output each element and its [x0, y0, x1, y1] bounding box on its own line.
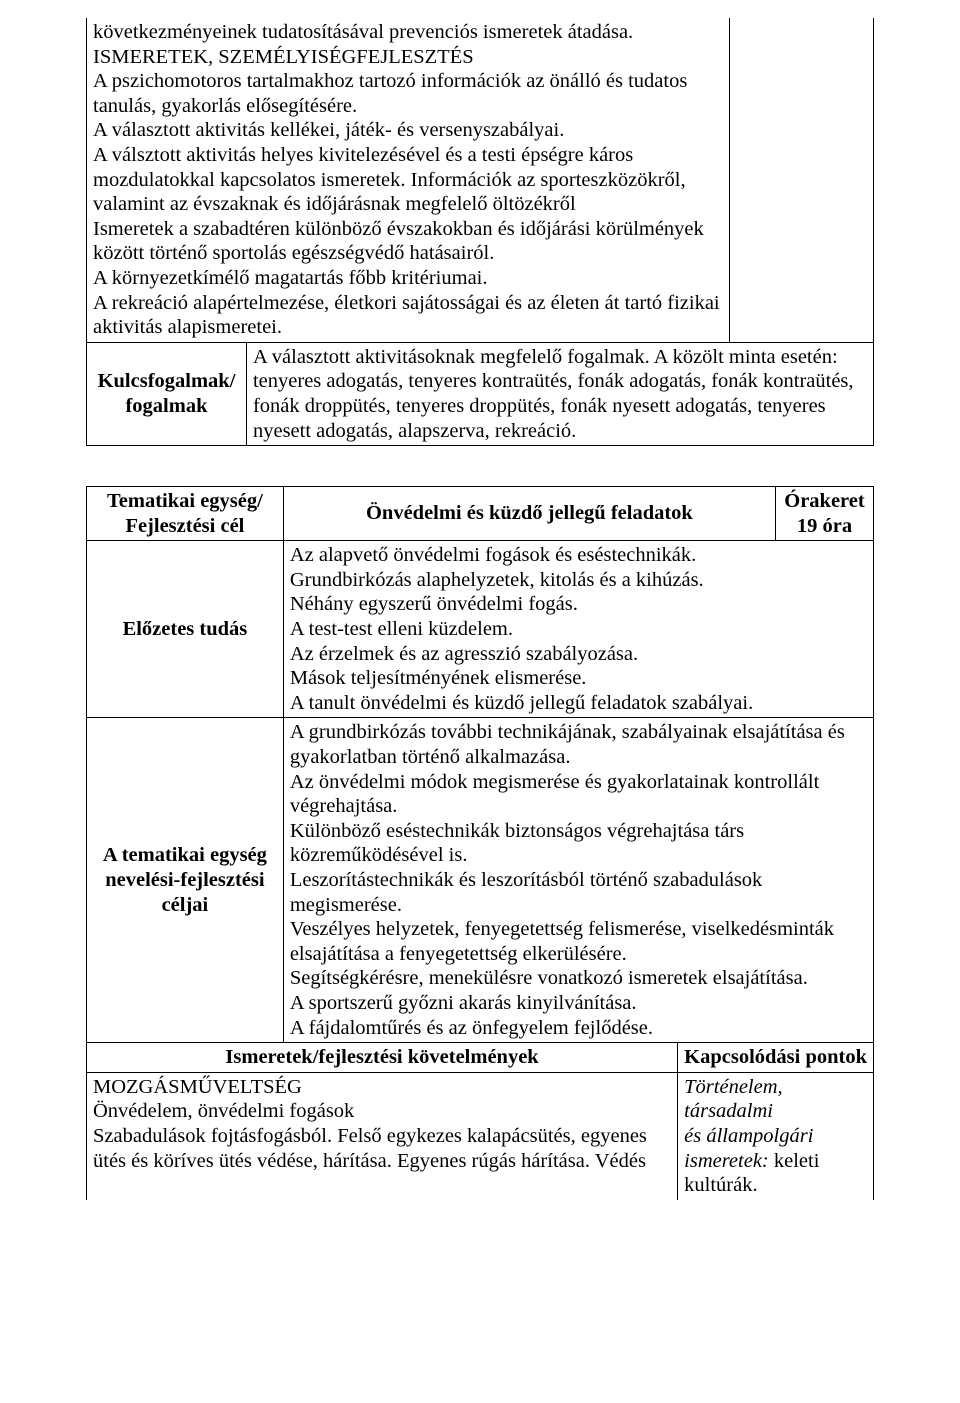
text: Különböző eséstechnikák biztonságos végr… — [290, 819, 867, 868]
text: Leszorítástechnikák és leszorításból tör… — [290, 868, 867, 917]
text: A pszichomotoros tartalmakhoz tartozó in… — [93, 69, 723, 118]
t2-r2-c1: Előzetes tudás — [87, 541, 284, 718]
table1-kulcsfogalmak-content: A választott aktivitásoknak megfelelő fo… — [246, 342, 873, 445]
t2-r4-c2: Kapcsolódási pontok — [678, 1043, 874, 1073]
text: kultúrák. — [684, 1173, 867, 1198]
text: következményeinek tudatosításával preven… — [93, 20, 723, 45]
text: Segítségkérésre, menekülésre vonatkozó i… — [290, 966, 867, 991]
t2-r5-c1: MOZGÁSMŰVELTSÉG Önvédelem, önvédelmi fog… — [87, 1072, 678, 1199]
text: A rekreáció alapértelmezése, életkori sa… — [93, 291, 723, 340]
text: Tematikai egység/ — [93, 489, 277, 514]
text-italic: ismeretek: — [684, 1150, 769, 1172]
text: Órakeret — [782, 489, 867, 514]
text: Kulcsfogalmak/ — [93, 369, 240, 394]
text: A test-test elleni küzdelem. — [290, 617, 867, 642]
text: A sportszerű győzni akarás kinyilvánítás… — [290, 991, 867, 1016]
text: MOZGÁSMŰVELTSÉG — [93, 1075, 671, 1100]
text: Az alapvető önvédelmi fogások és eséstec… — [290, 543, 867, 568]
text: Grundbirkózás alaphelyzetek, kitolás és … — [290, 568, 867, 593]
text: A válsztott aktivitás helyes kivitelezés… — [93, 143, 723, 217]
t2-r3-c1: A tematikai egység nevelési-fejlesztési … — [87, 718, 284, 1043]
t2-r5-c2: Történelem, társadalmi és állampolgári i… — [678, 1072, 874, 1199]
text: nevelési-fejlesztési — [93, 868, 277, 893]
text: Ismeretek a szabadtéren különböző évszak… — [93, 217, 723, 266]
text: A tematikai egység — [93, 843, 277, 868]
text: Önvédelem, önvédelmi fogások — [93, 1099, 671, 1124]
t2-r4-c1: Ismeretek/fejlesztési követelmények — [87, 1043, 678, 1073]
text: Mások teljesítményének elismerése. — [290, 666, 867, 691]
text: fogalmak — [93, 394, 240, 419]
text: A grundbirkózás további technikájának, s… — [290, 720, 867, 769]
t2-r1-c1: Tematikai egység/ Fejlesztési cél — [87, 487, 284, 541]
text: Szabadulások fojtásfogásból. Felső egyke… — [93, 1124, 671, 1173]
text: A fájdalomtűrés és az önfegyelem fejlődé… — [290, 1016, 867, 1041]
table-bottom: Tematikai egység/ Fejlesztési cél Önvéde… — [86, 486, 874, 1200]
table-top: következményeinek tudatosításával preven… — [86, 18, 874, 446]
text: Az önvédelmi módok megismerése és gyakor… — [290, 770, 867, 819]
t2-r1-c3: Órakeret 19 óra — [775, 487, 873, 541]
t2-r3-c2: A grundbirkózás további technikájának, s… — [283, 718, 873, 1043]
table1-top-cell: következményeinek tudatosításával preven… — [87, 18, 730, 342]
text: A választott aktivitás kellékei, játék- … — [93, 118, 723, 143]
text: A környezetkímélő magatartás főbb kritér… — [93, 266, 723, 291]
t2-r2-c2: Az alapvető önvédelmi fogások és eséstec… — [283, 541, 873, 718]
text: Veszélyes helyzetek, fenyegetettség feli… — [290, 917, 867, 966]
text: Történelem, társadalmi — [684, 1075, 867, 1124]
text: Néhány egyszerű önvédelmi fogás. — [290, 592, 867, 617]
text: 19 óra — [782, 514, 867, 539]
t2-r1-c2: Önvédelmi és küzdő jellegű feladatok — [283, 487, 775, 541]
text-plain: keleti — [769, 1150, 820, 1172]
text: A tanult önvédelmi és küzdő jellegű fela… — [290, 691, 867, 716]
text: Fejlesztési cél — [93, 514, 277, 539]
text: ismeretek: keleti — [684, 1149, 867, 1174]
text: Az érzelmek és az agresszió szabályozása… — [290, 642, 867, 667]
text: céljai — [93, 893, 277, 918]
table1-top-right-cell — [730, 18, 874, 342]
text: ISMERETEK, SZEMÉLYISÉGFEJLESZTÉS — [93, 45, 723, 70]
text: és állampolgári — [684, 1124, 867, 1149]
table1-kulcsfogalmak-label: Kulcsfogalmak/ fogalmak — [87, 342, 247, 445]
